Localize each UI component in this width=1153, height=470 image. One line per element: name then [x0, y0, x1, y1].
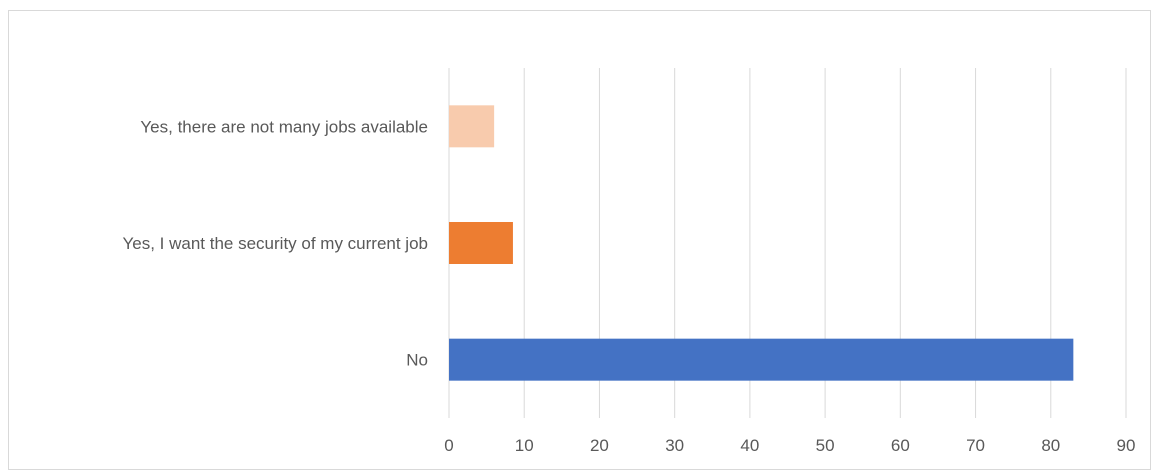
x-tick-label-80: 80	[1041, 436, 1060, 455]
x-tick-label-10: 10	[515, 436, 534, 455]
chart-frame	[8, 10, 1151, 470]
category-label-2: No	[406, 351, 428, 370]
x-tick-label-0: 0	[444, 436, 453, 455]
bars	[449, 105, 1074, 381]
category-labels: Yes, there are not many jobs available Ye…	[122, 117, 428, 369]
x-tick-label-20: 20	[590, 436, 609, 455]
bar-0	[449, 105, 495, 148]
category-label-0: Yes, there are not many jobs available	[140, 117, 428, 136]
x-tick-label-30: 30	[665, 436, 684, 455]
category-label-1: Yes, I want the security of my current j…	[122, 234, 428, 253]
bar-1	[449, 222, 513, 264]
bar-2	[449, 338, 1074, 381]
x-tick-labels: 0 10 20 30 40 50 60 70 80 90	[444, 436, 1135, 455]
x-tick-label-90: 90	[1117, 436, 1136, 455]
x-tick-label-50: 50	[816, 436, 835, 455]
x-tick-label-70: 70	[966, 436, 985, 455]
x-tick-label-40: 40	[740, 436, 759, 455]
x-tick-label-60: 60	[891, 436, 910, 455]
